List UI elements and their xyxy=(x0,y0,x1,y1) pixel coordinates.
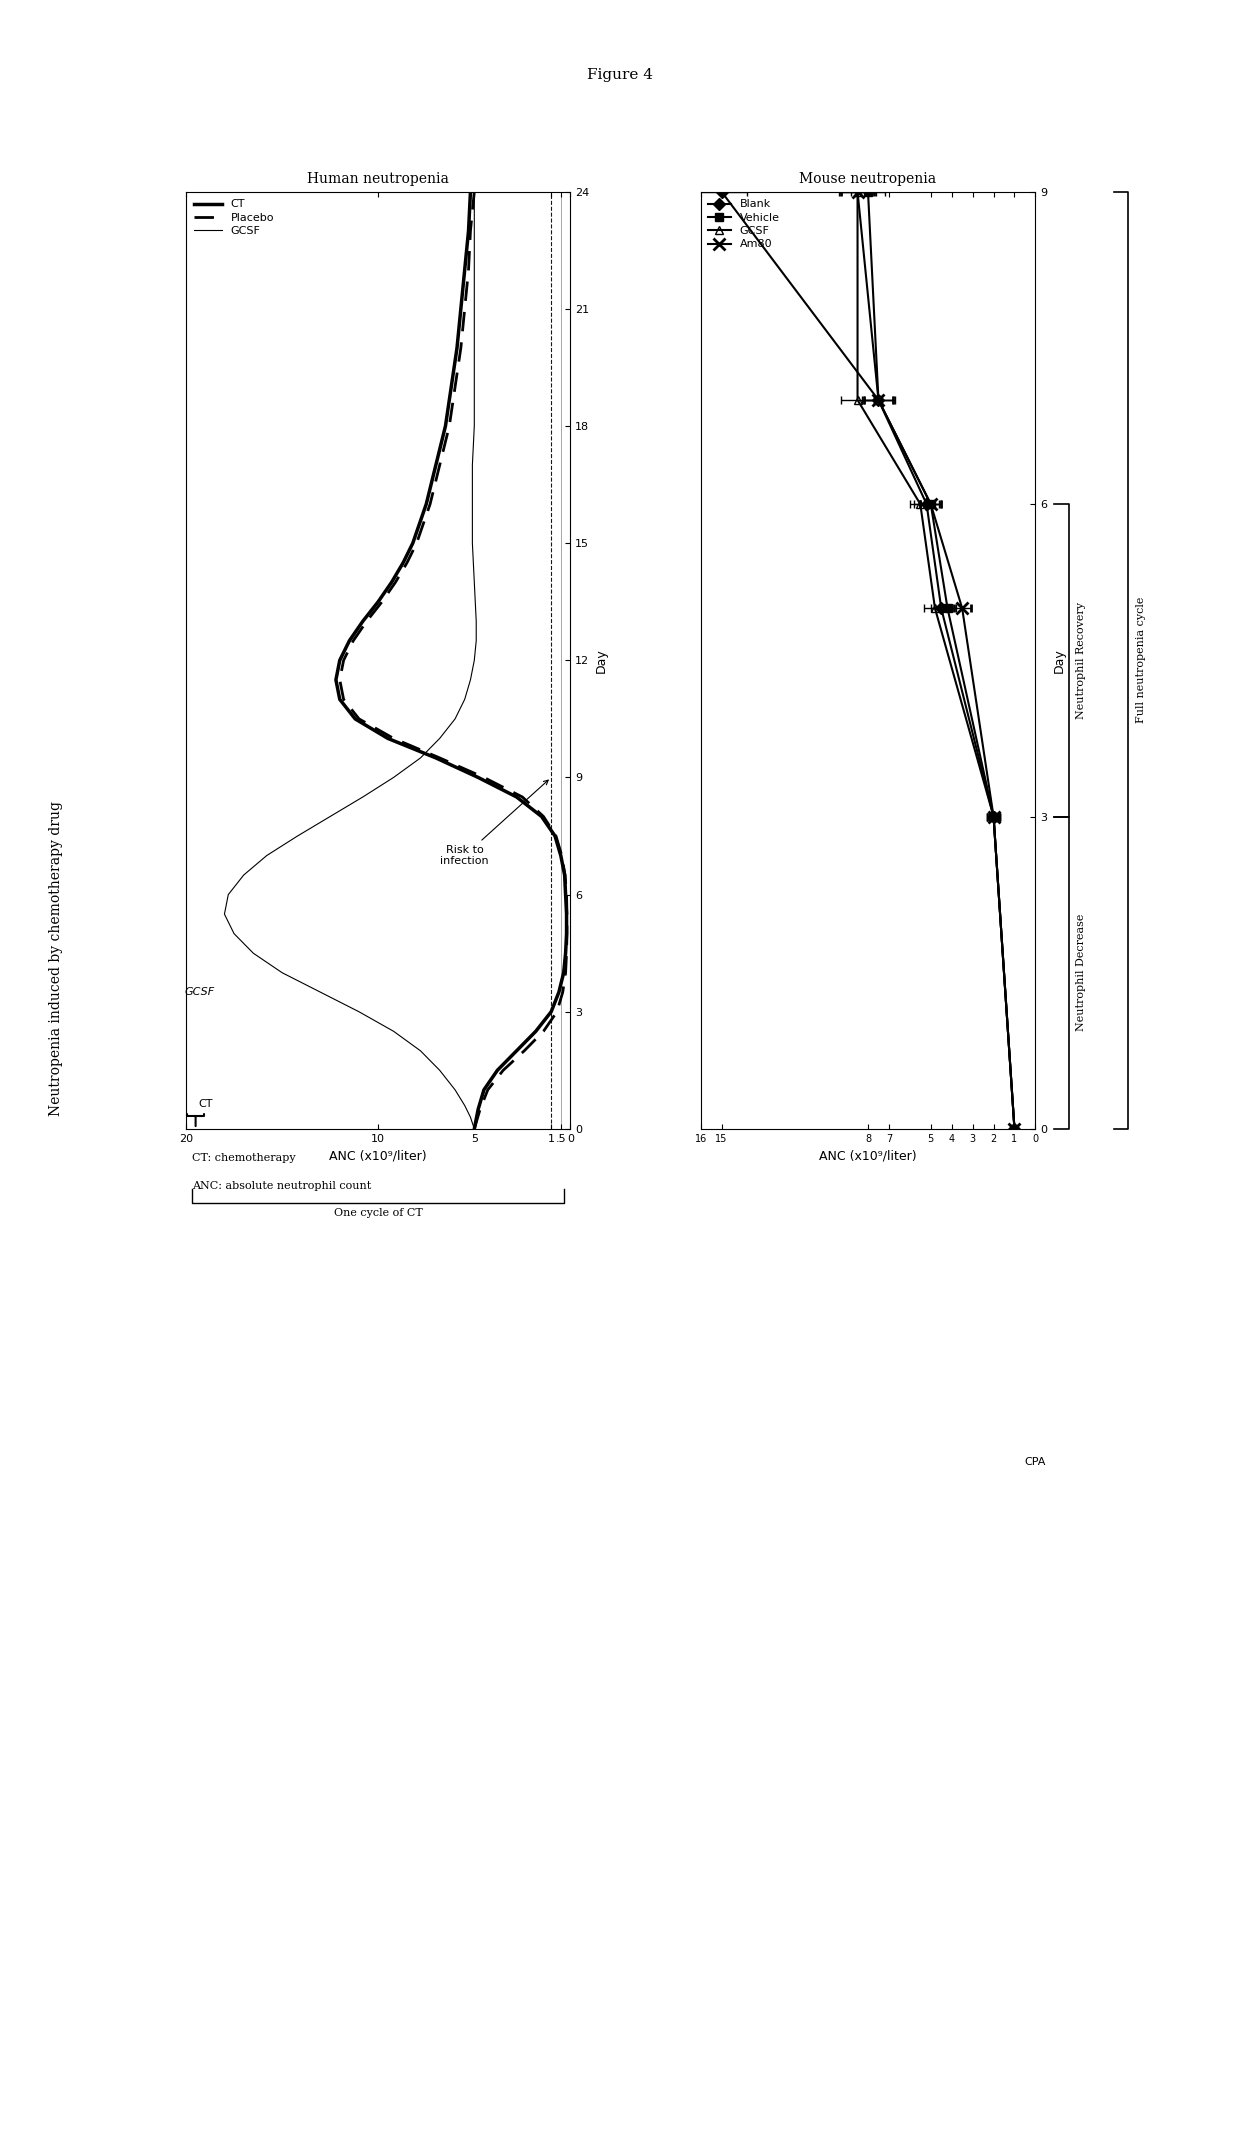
Text: Full neutropenia cycle: Full neutropenia cycle xyxy=(1136,596,1146,724)
Text: ANC: absolute neutrophil count: ANC: absolute neutrophil count xyxy=(192,1180,372,1191)
Text: Neutrophil Recovery: Neutrophil Recovery xyxy=(1076,603,1086,718)
Text: Neutropenia induced by chemotherapy drug: Neutropenia induced by chemotherapy drug xyxy=(48,801,63,1116)
Y-axis label: Day: Day xyxy=(1053,648,1066,673)
X-axis label: ANC (x10⁹/liter): ANC (x10⁹/liter) xyxy=(820,1150,916,1163)
Text: GCSF: GCSF xyxy=(185,986,215,997)
Legend: Blank, Vehicle, GCSF, Am80: Blank, Vehicle, GCSF, Am80 xyxy=(706,198,781,251)
Text: CT: CT xyxy=(198,1099,212,1110)
Legend: CT, Placebo, GCSF: CT, Placebo, GCSF xyxy=(191,198,277,239)
Text: CPA: CPA xyxy=(1024,1457,1047,1468)
Text: Figure 4: Figure 4 xyxy=(587,68,653,83)
Y-axis label: Day: Day xyxy=(595,648,608,673)
Text: CT: chemotherapy: CT: chemotherapy xyxy=(192,1152,296,1163)
Text: Neutrophil Decrease: Neutrophil Decrease xyxy=(1076,914,1086,1031)
Text: Risk to
infection: Risk to infection xyxy=(440,780,548,867)
Title: Mouse neutropenia: Mouse neutropenia xyxy=(800,173,936,185)
Title: Human neutropenia: Human neutropenia xyxy=(308,173,449,185)
Text: One cycle of CT: One cycle of CT xyxy=(334,1208,423,1218)
X-axis label: ANC (x10⁹/liter): ANC (x10⁹/liter) xyxy=(330,1150,427,1163)
